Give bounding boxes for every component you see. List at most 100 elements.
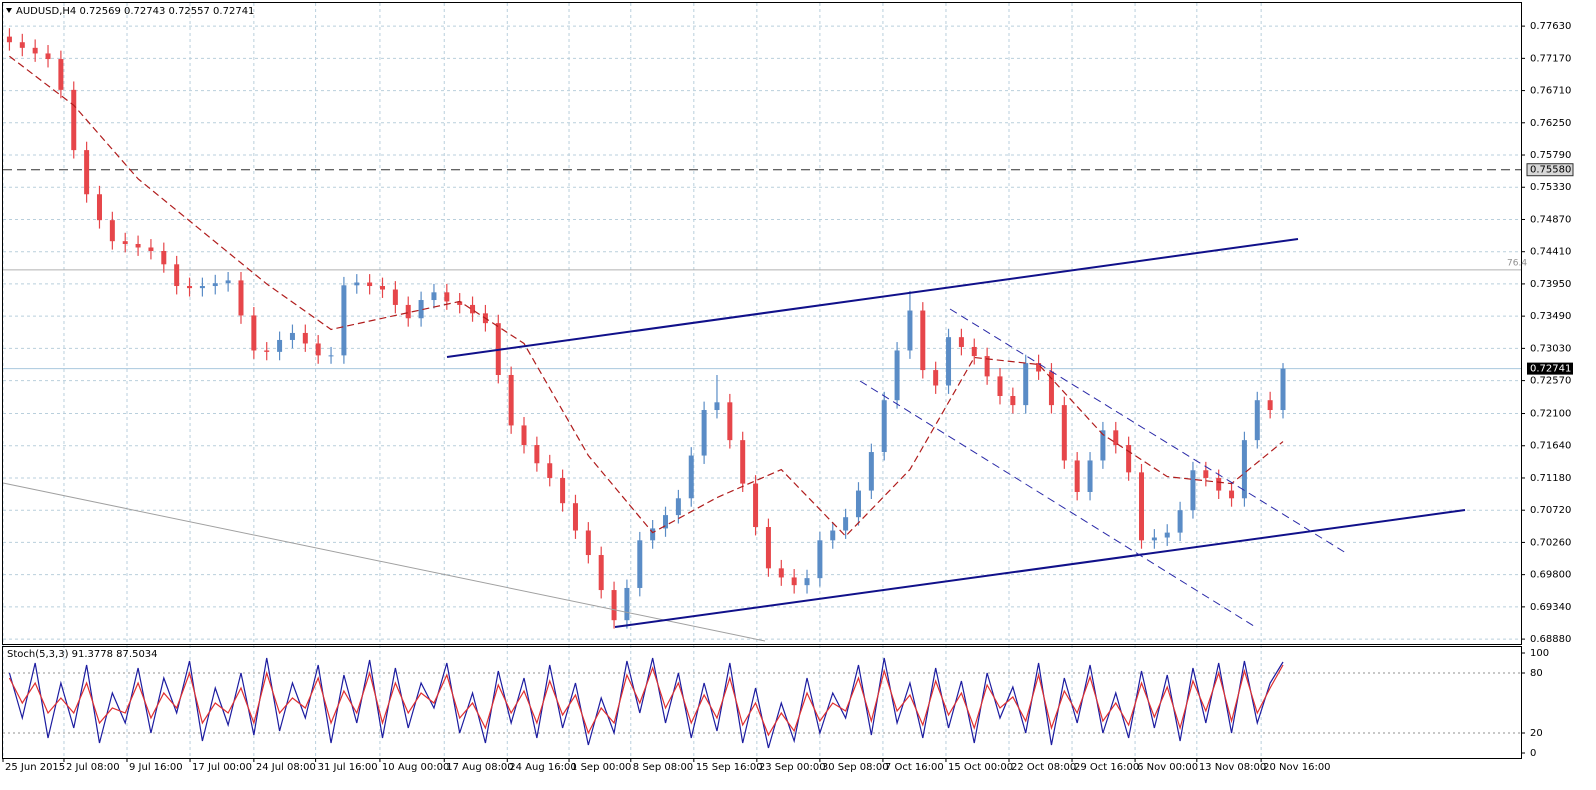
x-tick-label: 7 Oct 16:00 (885, 762, 944, 773)
candle-body (1190, 470, 1196, 511)
candle-body (264, 350, 270, 352)
stoch-tick-label: 20 (1530, 728, 1543, 739)
candle-body (1113, 430, 1119, 446)
x-tick-label: 30 Sep 08:00 (822, 762, 889, 773)
x-tick-label: 1 Sep 00:00 (571, 762, 631, 773)
x-tick-label: 13 Nov 08:00 (1199, 762, 1266, 773)
candle-body (534, 445, 540, 464)
candle-body (457, 301, 463, 305)
candle-body (1074, 460, 1080, 492)
candle-body (547, 463, 553, 478)
x-tick-label: 22 Oct 08:00 (1011, 762, 1076, 773)
y-tick-label: 0.76250 (1530, 118, 1571, 129)
candle-body (1241, 440, 1247, 499)
candle-body (84, 150, 90, 195)
candle-body (431, 292, 437, 301)
price-level-label: 0.75580 (1530, 165, 1571, 176)
trendline (2, 482, 766, 642)
candle-body (328, 355, 334, 357)
candle-body (881, 400, 887, 453)
candle-body (225, 280, 231, 284)
x-tick-label: 9 Jul 16:00 (129, 762, 183, 773)
fib-label: 76.4 (1507, 258, 1527, 268)
y-tick-label: 0.73950 (1530, 279, 1571, 290)
candle-body (971, 346, 977, 357)
y-tick-label: 0.68880 (1530, 634, 1571, 645)
chart-title: AUDUSD,H4 0.72569 0.72743 0.72557 0.7274… (16, 6, 254, 17)
candle-body (315, 343, 321, 356)
candle-body (238, 280, 244, 316)
candle-body (958, 337, 964, 347)
candle-body (855, 490, 861, 518)
candle-body (1203, 470, 1209, 478)
y-tick-label: 0.70260 (1530, 537, 1571, 548)
x-tick-label: 29 Oct 16:00 (1074, 762, 1139, 773)
candle-body (740, 440, 746, 484)
candle-body (997, 376, 1003, 397)
candle-body (701, 410, 707, 456)
x-tick-label: 17 Jul 00:00 (192, 762, 252, 773)
x-tick-label: 23 Sep 00:00 (759, 762, 826, 773)
stoch-tick-label: 100 (1530, 648, 1549, 659)
candle-body (753, 483, 759, 528)
candle-body (1280, 368, 1286, 411)
candle-body (791, 577, 797, 586)
y-tick-label: 0.72570 (1530, 376, 1571, 387)
moving-average (9, 55, 1284, 537)
candle-body (1229, 490, 1235, 499)
candle-body (1100, 430, 1106, 461)
channel-lower (614, 509, 1466, 628)
candle-body (1216, 477, 1222, 491)
last-price-box (1527, 362, 1573, 375)
candle-body (367, 282, 373, 287)
candle-body (1254, 400, 1260, 441)
candle-body (675, 498, 681, 516)
price-level-box (1526, 163, 1574, 177)
candle-body (727, 402, 733, 441)
candle-body (1164, 532, 1170, 538)
candle-body (894, 350, 900, 401)
candle-body (148, 247, 154, 251)
candle-body (1036, 363, 1042, 372)
y-tick-label: 0.71180 (1530, 473, 1571, 484)
candle-body (1010, 396, 1016, 406)
y-tick-label: 0.75330 (1530, 182, 1571, 193)
stoch-tick-label: 80 (1530, 668, 1543, 679)
candle-body (598, 555, 604, 591)
x-tick-label: 6 Nov 00:00 (1137, 762, 1198, 773)
x-tick-label: 24 Aug 16:00 (509, 762, 576, 773)
candle-body (45, 53, 51, 60)
candle-body (804, 578, 810, 586)
y-tick-label: 0.69340 (1530, 602, 1571, 613)
candle-body (289, 332, 295, 340)
x-tick-label: 10 Aug 00:00 (382, 762, 449, 773)
candle-body (1151, 537, 1157, 541)
x-tick-label: 25 Jun 2015 (5, 762, 65, 773)
candle-body (1061, 405, 1067, 461)
candle-body (765, 527, 771, 569)
candle-body (161, 250, 167, 265)
candle-body (1087, 460, 1093, 492)
candle-body (354, 282, 360, 286)
y-tick-label: 0.73490 (1530, 311, 1571, 322)
candle-body (688, 455, 694, 499)
candle-body (187, 286, 193, 289)
candle-body (508, 374, 514, 426)
candle-body (174, 264, 180, 287)
candle-body (1048, 371, 1054, 406)
x-tick-label: 24 Jul 08:00 (256, 762, 316, 773)
candle-body (1023, 363, 1029, 406)
candle-body (96, 194, 102, 221)
trendlines (2, 238, 1466, 642)
x-tick-label: 15 Sep 16:00 (696, 762, 763, 773)
y-tick-label: 0.72100 (1530, 409, 1571, 420)
stoch-frame (2, 646, 1522, 759)
candle-body (6, 36, 12, 43)
channel-upper (446, 238, 1299, 358)
y-tick-label: 0.74870 (1530, 214, 1571, 225)
candle-body (1139, 472, 1144, 541)
stoch-tick-label: 0 (1530, 748, 1536, 759)
main-frame (2, 2, 1522, 645)
candle-body (71, 89, 77, 151)
